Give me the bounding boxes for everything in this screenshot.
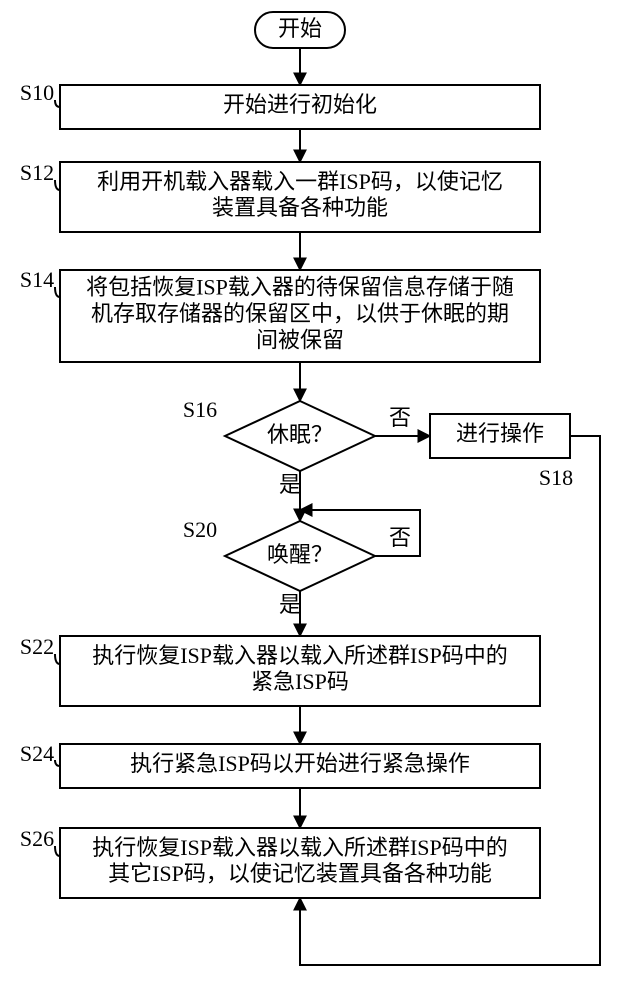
decision-s20-text: 唤醒？ — [267, 542, 333, 567]
process-s10-line-0: 开始进行初始化 — [223, 92, 377, 117]
process-s22-line-1: 紧急ISP码 — [251, 669, 349, 694]
step-label-s26: S26 — [20, 826, 54, 851]
process-s12-line-1: 装置具备各种功能 — [212, 195, 388, 220]
step-label-s10: S10 — [20, 80, 54, 105]
step-label-s14: S14 — [20, 267, 54, 292]
process-s14-line-0: 将包括恢复ISP载入器的待保留信息存储于随 — [86, 275, 514, 300]
step-label-s18: S18 — [539, 465, 573, 490]
decision-s16-yes-label: 是 — [279, 472, 301, 497]
process-s14-line-2: 间被保留 — [256, 327, 344, 352]
process-s22-line-0: 执行恢复ISP载入器以载入所述群ISP码中的 — [92, 643, 508, 668]
step-label-s20: S20 — [183, 517, 217, 542]
decision-s20-yes-label: 是 — [279, 592, 301, 617]
process-s24-line-0: 执行紧急ISP码以开始进行紧急操作 — [130, 751, 470, 776]
process-s26-line-1: 其它ISP码，以使记忆装置具备各种功能 — [108, 861, 492, 886]
decision-s20-no-label: 否 — [389, 525, 411, 550]
step-label-s12: S12 — [20, 160, 54, 185]
step-label-s16: S16 — [183, 397, 217, 422]
step-label-s24: S24 — [20, 741, 54, 766]
process-s18-line-0: 进行操作 — [456, 421, 544, 446]
decision-s16-no-label: 否 — [389, 405, 411, 430]
process-s12-line-0: 利用开机载入器载入一群ISP码，以使记忆 — [97, 169, 503, 194]
step-label-s22: S22 — [20, 634, 54, 659]
process-s26-line-0: 执行恢复ISP载入器以载入所述群ISP码中的 — [92, 835, 508, 860]
terminator-start-text: 开始 — [278, 16, 322, 41]
process-s14-line-1: 机存取存储器的保留区中，以供于休眠的期 — [91, 301, 509, 326]
decision-s16-text: 休眠？ — [267, 422, 333, 447]
flowchart-diagram: 开始开始进行初始化利用开机载入器载入一群ISP码，以使记忆装置具备各种功能将包括… — [0, 0, 642, 1000]
